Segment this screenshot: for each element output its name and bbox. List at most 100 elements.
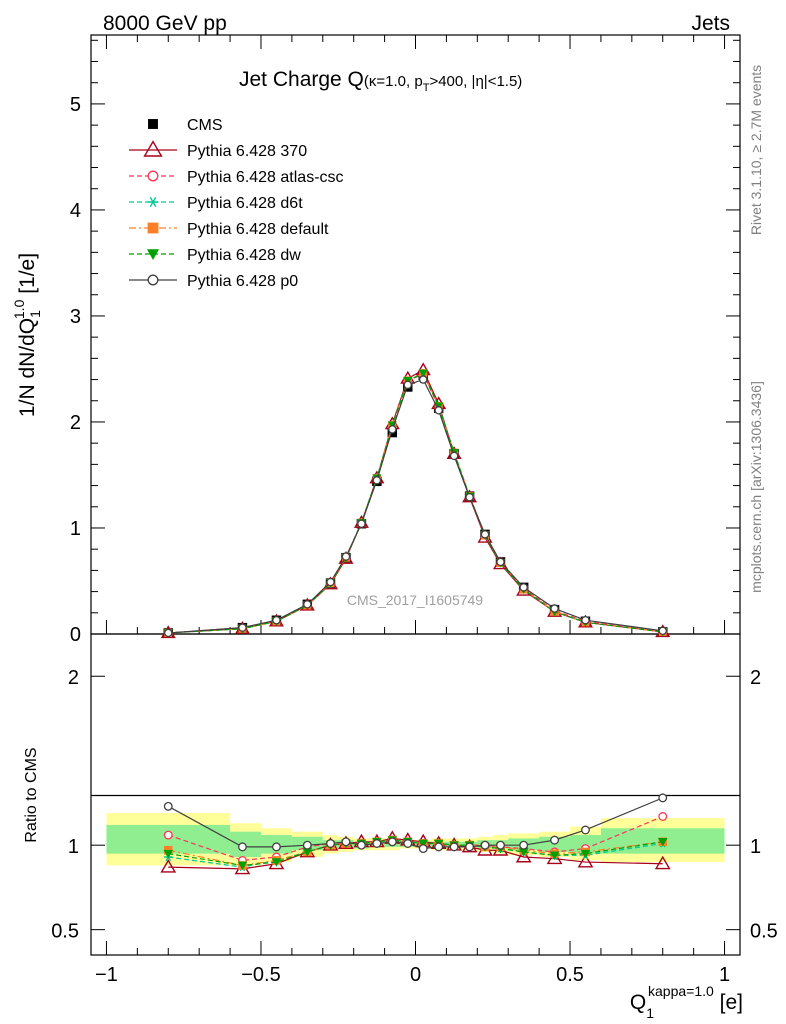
ratio-point-dw — [302, 848, 313, 857]
series-line-dw — [168, 372, 663, 634]
point-p0 — [303, 600, 312, 609]
ratio-point-atlas — [658, 812, 668, 821]
plot-title: Jet Charge Q(κ=1.0, pT>400, |η|<1.5) — [239, 68, 522, 94]
y-axis-label-a: 1/N dN/dQ — [16, 318, 39, 417]
header-left: 8000 GeV pp — [103, 12, 227, 35]
ratio-point-p0 — [581, 825, 590, 835]
point-p0 — [403, 380, 413, 390]
ratio-point-p0 — [326, 839, 335, 848]
legend-marker-p0 — [147, 274, 159, 286]
y-axis-label-b: [1/e] — [16, 253, 39, 300]
x-axis-label-b: [e] — [714, 991, 743, 1014]
ratio-point-dw — [518, 848, 529, 857]
x-tick-label: 1 — [719, 964, 730, 986]
ratio-y-tick-label-right: 0.5 — [750, 921, 778, 943]
legend-entry-atlas: Pythia 6.428 atlas-csc — [129, 169, 344, 186]
x-axis-label-sub: 1 — [646, 1005, 654, 1021]
point-p0 — [357, 519, 366, 528]
legend-marker-atlas — [147, 170, 159, 182]
series-line-default — [168, 372, 663, 634]
ratio-plot-frame — [90, 633, 741, 956]
ratio-series-p0 — [163, 793, 668, 854]
ratio-curves — [160, 793, 671, 875]
legend-entry-p370: Pythia 6.428 370 — [129, 140, 307, 160]
ratio-y-tick-label-right: 2 — [750, 667, 761, 689]
point-p0 — [434, 406, 443, 415]
ratio-point-p0 — [658, 793, 668, 803]
y-tick-label: 3 — [70, 306, 81, 328]
ratio-point-p0 — [434, 842, 444, 852]
ratio-point-p0 — [341, 837, 351, 847]
x-tick-label: 0.5 — [556, 964, 584, 986]
point-p0 — [550, 604, 559, 613]
ratio-y-tick-label-right: 1 — [750, 836, 761, 858]
ratio-point-p0 — [496, 840, 505, 850]
main-curves — [160, 362, 671, 639]
ratio-point-p0 — [372, 839, 382, 848]
legend-marker-cms — [148, 119, 158, 129]
legend-entry-cms: CMS — [148, 117, 223, 134]
ratio-y-tick-label: 2 — [68, 667, 79, 689]
point-p0 — [326, 577, 335, 587]
y-axis-label: 1/N dN/dQ11.0 [1/e] — [11, 253, 43, 417]
legend-entry-default: Pythia 6.428 default — [129, 221, 329, 238]
ratio-point-p0 — [302, 840, 312, 850]
legend-label-default: Pythia 6.428 default — [187, 221, 329, 238]
point-p0 — [519, 583, 528, 592]
point-p0 — [480, 530, 490, 539]
legend-label-d6t: Pythia 6.428 d6t — [187, 195, 303, 212]
ratio-y-tick-label: 0.5 — [51, 921, 79, 943]
legend-label-cms: CMS — [187, 117, 223, 134]
y-tick-label: 2 — [70, 412, 81, 434]
ratio-point-p0 — [271, 842, 281, 852]
ratio-point-p0 — [465, 842, 475, 852]
uncertainty-bands — [106, 813, 725, 866]
ratio-point-p0 — [163, 801, 173, 811]
ratio-point-p370 — [515, 848, 532, 863]
axis-ticks: 0 1 2 3 4 5 0.5 0.5 1 1 2 2 −1 −0.5 0 0.5 1 — [51, 35, 778, 986]
ratio-point-p0 — [550, 835, 560, 845]
point-p0 — [341, 552, 351, 561]
plot-title-sub-T: T — [423, 82, 430, 94]
point-p0 — [388, 425, 397, 434]
legend-marker-p370 — [143, 140, 163, 157]
legend-marker-dw — [147, 249, 159, 260]
x-axis-label-sup: kappa=1.0 — [648, 983, 714, 999]
analysis-watermark: CMS_2017_I1605749 — [347, 592, 483, 608]
plot-title-main: Jet Charge Q — [239, 68, 364, 91]
x-tick-label: −0.5 — [241, 964, 280, 986]
x-axis-label-a: Q — [630, 991, 646, 1014]
legend-marker-default — [147, 222, 159, 234]
plot-title-sub: (κ=1.0, p — [364, 73, 423, 90]
legend-entry-p0: Pythia 6.428 p0 — [129, 273, 298, 290]
point-p0 — [418, 375, 428, 384]
ratio-point-dw — [271, 858, 282, 867]
y-axis-label-sub: 1 — [27, 310, 43, 318]
x-axis-label: Q1 kappa=1.0 [e] — [630, 983, 743, 1021]
plot-title-sub2: >400, |η|<1.5) — [429, 73, 522, 90]
ratio-point-p0 — [480, 840, 490, 850]
x-tick-label: 0 — [410, 964, 421, 986]
legend-entry-dw: Pythia 6.428 dw — [129, 247, 301, 264]
ratio-y-tick-label: 1 — [68, 836, 79, 858]
legend-label-p370: Pythia 6.428 370 — [187, 143, 307, 160]
point-p0 — [238, 623, 247, 632]
point-p0 — [372, 476, 382, 485]
point-p0 — [449, 451, 459, 461]
ratio-point-p0 — [449, 842, 459, 852]
ratio-point-p370 — [577, 854, 594, 868]
series-p0 — [164, 375, 667, 638]
ratio-point-p370 — [654, 855, 671, 870]
ratio-point-atlas — [163, 830, 173, 840]
legend-entry-d6t: Pythia 6.428 d6t — [129, 195, 303, 212]
ratio-point-dw — [418, 839, 428, 849]
y-axis-label-sup: 1.0 — [11, 299, 27, 319]
ratio-point-p370 — [160, 859, 177, 873]
point-p0 — [164, 628, 173, 638]
y-tick-label: 4 — [70, 200, 81, 222]
legend: CMS Pythia 6.428 370 Pythia 6.428 atlas-cs… — [129, 117, 344, 290]
ratio-point-p0 — [356, 840, 366, 850]
series-line-p0 — [168, 378, 663, 634]
ratio-point-p0 — [403, 839, 413, 848]
